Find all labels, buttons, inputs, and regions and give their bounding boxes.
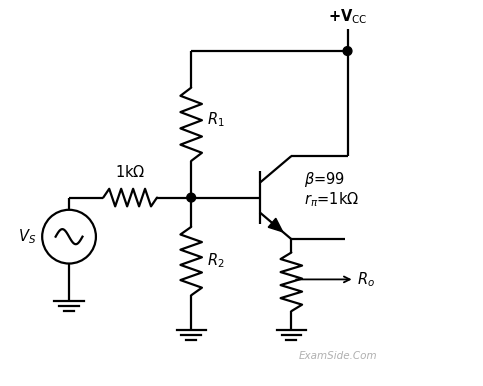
Text: $\beta$=99: $\beta$=99: [303, 169, 345, 188]
Text: $V_S$: $V_S$: [18, 227, 36, 246]
Text: $r_\pi$=1k$\Omega$: $r_\pi$=1k$\Omega$: [303, 191, 359, 209]
Text: 1k$\Omega$: 1k$\Omega$: [115, 164, 145, 181]
Text: $R_1$: $R_1$: [207, 110, 225, 129]
Text: ExamSide.Com: ExamSide.Com: [298, 351, 377, 361]
Text: $R_2$: $R_2$: [207, 252, 225, 271]
Circle shape: [343, 47, 352, 56]
Text: +V$_{\mathrm{CC}}$: +V$_{\mathrm{CC}}$: [328, 7, 367, 25]
Text: $R_o$: $R_o$: [296, 270, 375, 289]
Polygon shape: [268, 218, 283, 232]
Circle shape: [187, 193, 196, 202]
